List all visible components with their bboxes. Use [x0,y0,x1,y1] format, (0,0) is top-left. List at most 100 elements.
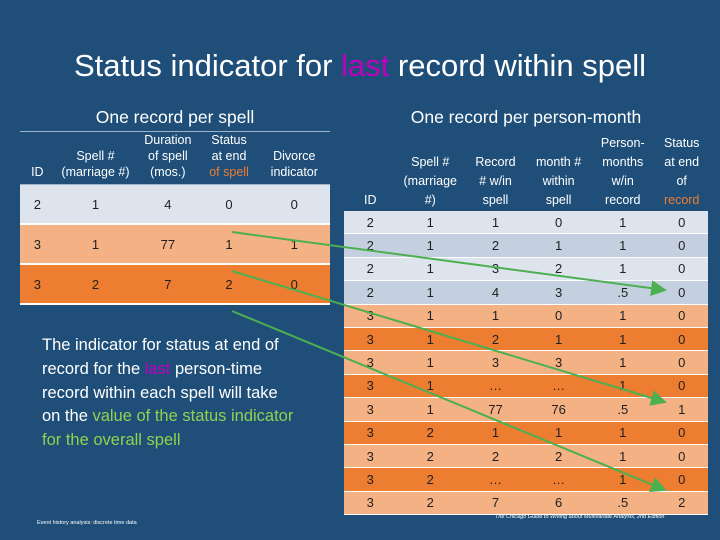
cell: … [463,467,528,492]
cell: 3 [344,374,397,399]
cell: 0 [258,184,330,225]
cell: 1 [396,257,464,282]
cell: 1 [463,304,528,328]
col-duration: Duration of spell (mos.) [136,131,200,185]
table-row: 2 1 4 3.5 0 [344,280,708,305]
cell: 1 [527,233,591,258]
cell: 2 [396,421,464,445]
table-row: 3 1 77 1 1 [20,224,330,265]
right-table-header: One record per person-month [410,107,642,127]
cell: 1 [396,374,464,399]
cell: 1 [590,421,656,445]
cell: 1 [655,397,708,422]
cell: 1 [590,374,656,399]
cell: 3 [344,327,397,352]
footer-left: Event history analysis: discrete time da… [37,520,137,526]
cell: 3 [527,350,591,375]
person-month-table: ID Spell # (marriage #) Record # w/in spell … [344,134,708,516]
cell: 0 [258,264,330,305]
cell: 1 [463,421,528,445]
col-id: ID [364,193,377,207]
cell: 3 [20,224,55,265]
cell: 0 [655,211,708,235]
cell: 1 [590,211,656,235]
cell: 4 [136,184,200,225]
col-month: month # within spell [536,155,582,207]
spell-table: ID Spell # (marriage #) Duration of spell(… [20,131,330,305]
col-id: ID [20,131,55,185]
cell: .5 [590,491,656,516]
cell: 0 [655,467,708,492]
cell: 2 [527,257,591,282]
cell: 2 [344,233,397,258]
table-row: 3 1…… 1 0 [344,374,708,399]
footer-right: The Chicago Guide to Writing about Multi… [495,514,665,520]
col-spell: Spell # (marriage #) [403,155,458,207]
left-table-header: One record per spell [95,107,255,127]
table-row: 2 1 4 0 0 [20,184,330,225]
cell: 3 [463,350,528,375]
cell: 1 [396,397,464,422]
cell: 0 [655,444,708,469]
cell: … [463,374,528,399]
cell: 3 [344,444,397,469]
slide-title: Status indicator for last record within … [73,48,647,83]
cell: … [527,374,591,399]
cell: 1 [590,350,656,375]
cell: 77 [463,397,528,422]
cell: 1 [527,421,591,445]
table-row: 3 2 7 6.5 2 [344,491,708,516]
cell: 2 [396,444,464,469]
cell: 3 [344,304,397,328]
cell: 1 [590,444,656,469]
cell: 0 [655,233,708,258]
table-row: 3 2…… 1 0 [344,467,708,492]
cell: 4 [463,280,528,305]
col-divorce: Divorce indicator [258,131,330,185]
cell: 1 [590,257,656,282]
cell: 1 [54,224,137,265]
cell: 1 [396,233,464,258]
cell: 3 [344,491,397,516]
cell: 0 [655,304,708,328]
cell: 76 [527,397,591,422]
cell: 6 [527,491,591,516]
cell: .5 [590,280,656,305]
cell: 0 [655,257,708,282]
cell: 3 [20,264,55,305]
cell: 2 [344,257,397,282]
cell: 0 [655,350,708,375]
cell: .5 [590,397,656,422]
cell: 0 [527,304,591,328]
cell: 2 [396,491,464,516]
cell: 1 [199,224,259,265]
cell: 2 [199,264,259,305]
table-row: 3 2 7 2 0 [20,264,330,305]
col-spell: Spell # (marriage #) [54,131,137,185]
cell: 1 [54,184,137,225]
cell: 1 [590,467,656,492]
cell: 1 [396,350,464,375]
cell: 1 [590,304,656,328]
explanation-text: The indicator for status at end of recor… [42,336,294,450]
cell: 0 [199,184,259,225]
cell: 2 [463,444,528,469]
col-record: Record # w/in spell [475,155,516,207]
cell: 3 [344,350,397,375]
cell: … [527,467,591,492]
cell: 7 [463,491,528,516]
cell: 0 [655,280,708,305]
col-status: Status at end of record [663,136,700,207]
cell: 0 [655,374,708,399]
col-status: Status at end of spell [199,131,259,185]
table-row: 3 1 77 76.5 1 [344,397,708,422]
cell: 2 [54,264,137,305]
cell: 0 [655,421,708,445]
cell: 1 [590,327,656,352]
